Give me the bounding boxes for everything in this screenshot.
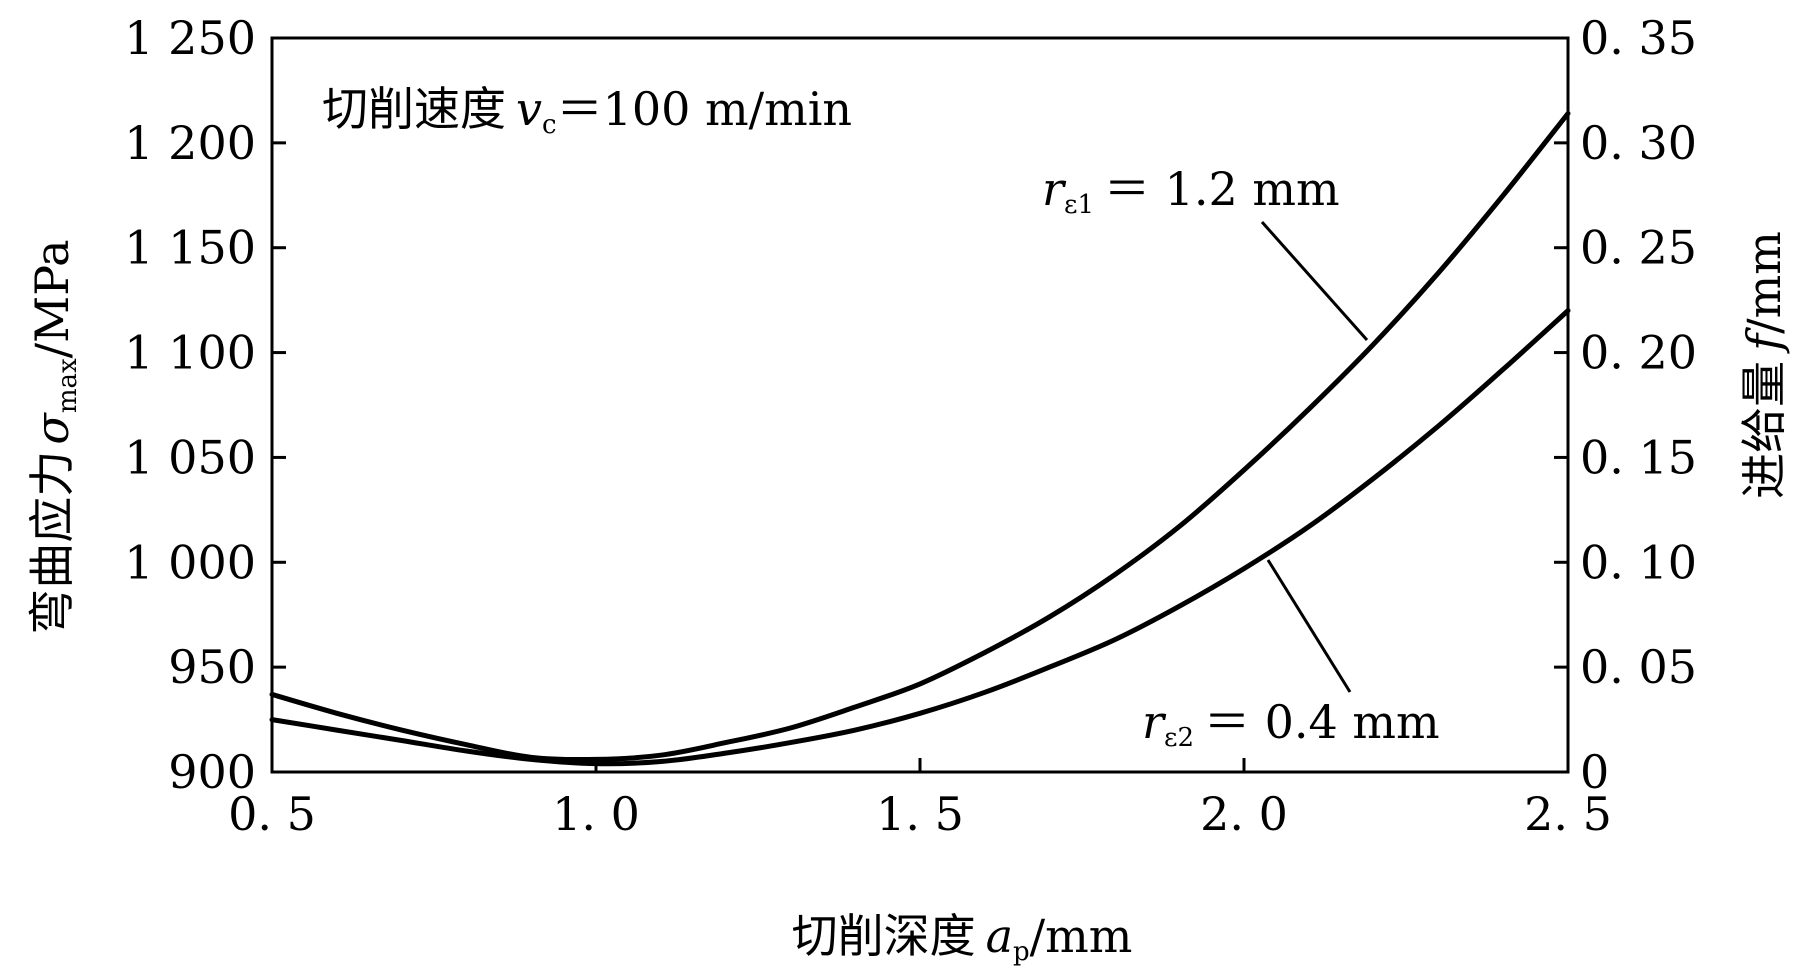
x-tick-label: 0. 5 bbox=[228, 787, 316, 841]
x-tick-label: 1. 5 bbox=[876, 787, 964, 841]
left-y-tick-label: 1 150 bbox=[124, 221, 256, 275]
left-y-tick-label: 1 250 bbox=[124, 11, 256, 65]
x-axis-title: 切削深度 ap/mm bbox=[792, 909, 1133, 967]
right-y-axis-title: 进给量f/mm bbox=[1737, 231, 1791, 499]
right-y-tick-label: 0. 15 bbox=[1580, 430, 1697, 484]
plot-frame bbox=[270, 36, 1570, 774]
right-y-tick-label: 0. 25 bbox=[1580, 221, 1697, 275]
series-line-2 bbox=[269, 308, 1571, 767]
right-y-tick-label: 0 bbox=[1580, 745, 1609, 799]
right-y-tick-label: 0. 10 bbox=[1580, 535, 1697, 589]
right-y-tick-label: 0. 20 bbox=[1580, 326, 1697, 380]
left-y-tick-label: 900 bbox=[168, 745, 256, 799]
series-r1-leader-line bbox=[1260, 221, 1369, 341]
right-y-tick-label: 0. 30 bbox=[1580, 116, 1697, 170]
series-layer bbox=[269, 111, 1571, 767]
x-tick-label: 1. 0 bbox=[552, 787, 640, 841]
left-y-axis-ticks: 900 950 1 000 1 050 1 100 1 150 1 200 1 250 bbox=[124, 11, 286, 799]
right-y-axis-ticks: 0 0. 05 0. 10 0. 15 0. 20 0. 25 0. 30 0. 35 bbox=[1554, 11, 1697, 799]
right-y-tick-label: 0. 35 bbox=[1580, 11, 1697, 65]
series-line-1 bbox=[269, 111, 1571, 763]
condition-annotation: 切削速度 vc＝100 m/min bbox=[322, 82, 852, 140]
x-tick-label: 2. 5 bbox=[1524, 787, 1612, 841]
left-y-tick-label: 1 050 bbox=[124, 430, 256, 484]
left-y-tick-label: 1 100 bbox=[124, 326, 256, 380]
series-label-r2: rε2 ＝ 0.4 mm bbox=[1142, 695, 1440, 753]
right-y-tick-label: 0. 05 bbox=[1580, 640, 1697, 694]
left-y-tick-label: 950 bbox=[168, 640, 256, 694]
x-axis-ticks: 0. 5 1. 0 1. 5 2. 0 2. 5 bbox=[228, 758, 1612, 841]
left-y-tick-label: 1 200 bbox=[124, 116, 256, 170]
series-label-r1: rε1 ＝ 1.2 mm bbox=[1042, 162, 1340, 220]
x-tick-label: 2. 0 bbox=[1200, 787, 1288, 841]
left-y-axis-title: 弯曲应力σmax/MPa bbox=[25, 239, 83, 634]
series-r2-leader-line bbox=[1266, 559, 1352, 693]
left-y-tick-label: 1 000 bbox=[124, 535, 256, 589]
